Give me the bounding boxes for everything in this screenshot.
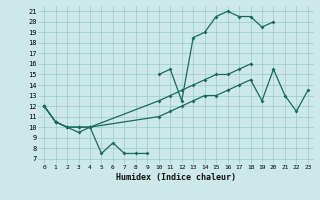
X-axis label: Humidex (Indice chaleur): Humidex (Indice chaleur) [116, 173, 236, 182]
